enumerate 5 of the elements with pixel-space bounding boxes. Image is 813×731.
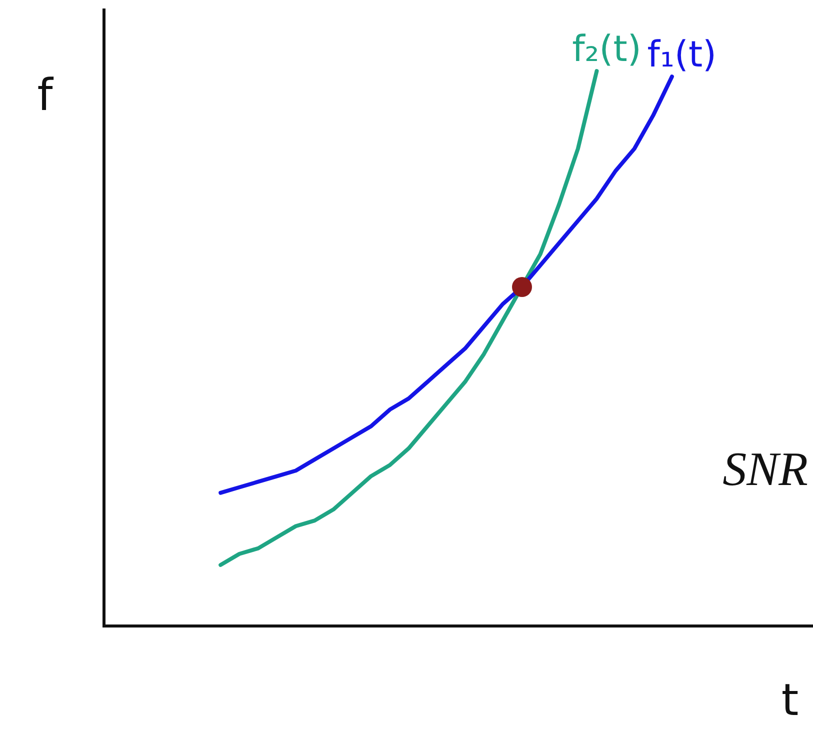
x-axis-title: t bbox=[781, 675, 799, 726]
series-label: f₁(t) bbox=[647, 34, 717, 76]
series-label: f₂(t) bbox=[572, 29, 642, 70]
y-axis-title: f bbox=[37, 70, 54, 121]
text: SNR bbox=[722, 443, 808, 496]
